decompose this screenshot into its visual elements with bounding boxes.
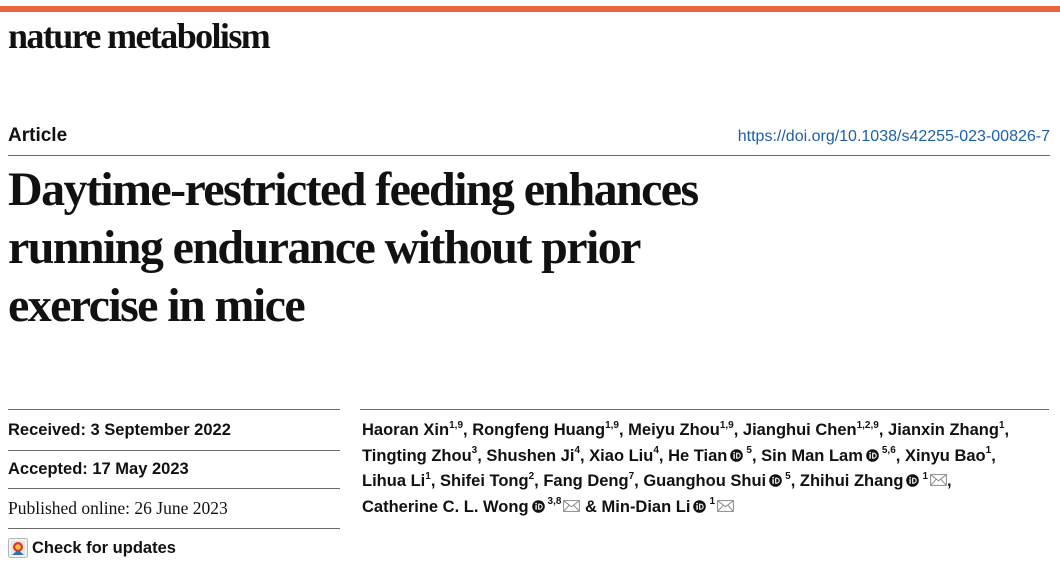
author-name: Tingting Zhou: [362, 446, 472, 465]
author-name: Shifei Tong: [439, 472, 529, 490]
title-line: running endurance without prior: [8, 221, 641, 274]
affiliation-marker: 1: [985, 445, 992, 456]
author[interactable]: Guanghou Shui 5: [643, 470, 791, 490]
author[interactable]: Meiyu Zhou1,9: [628, 419, 734, 439]
author-name: Xiao Liu: [589, 446, 654, 465]
article-title: Daytime-restricted feeding enhances runn…: [8, 161, 1048, 335]
doi-link[interactable]: https://doi.org/10.1038/s42255-023-00826…: [737, 128, 1050, 145]
author[interactable]: Tingting Zhou3: [362, 445, 478, 465]
article-type: Article: [8, 125, 68, 146]
author-list: Haoran Xin1,9, Rongfeng Huang1,9, Meiyu …: [362, 419, 1010, 516]
affiliation-marker: 1,9: [449, 419, 464, 431]
affiliation-marker: 1,9: [719, 419, 734, 431]
author-name: Rongfeng Huang: [472, 421, 606, 439]
affiliation-marker: 4: [653, 445, 659, 456]
affiliation-marker: 2: [528, 470, 535, 482]
author[interactable]: Shushen Ji4: [486, 445, 580, 465]
affiliation-marker: 5: [785, 470, 791, 482]
affiliation-marker: 5,6: [881, 445, 896, 456]
journal-logo[interactable]: nature metabolism: [8, 16, 271, 56]
received-date: Received: 3 September 2022: [8, 421, 231, 439]
affiliation-marker: 1,9: [605, 419, 619, 431]
affiliation-marker: 1: [922, 470, 928, 482]
accepted-date: Accepted: 17 May 2023: [8, 460, 189, 478]
check-for-updates-label: Check for updates: [32, 539, 176, 557]
affiliation-marker: 1: [709, 496, 715, 507]
orcid-icon[interactable]: [531, 499, 545, 513]
check-for-updates-button[interactable]: Check for updates: [8, 537, 176, 559]
author-name: Guanghou Shui: [643, 472, 767, 490]
author-name: Meiyu Zhou: [628, 421, 720, 439]
orcid-icon[interactable]: [866, 448, 879, 462]
author[interactable]: Lihua Li1: [362, 470, 431, 490]
affiliation-marker: 1,2,9: [856, 419, 879, 431]
affiliation-marker: 7: [628, 470, 635, 482]
orcid-icon[interactable]: [769, 474, 782, 487]
author[interactable]: He Tian 5: [668, 445, 752, 465]
orcid-icon[interactable]: [730, 448, 744, 462]
author[interactable]: Haoran Xin1,9: [362, 419, 464, 439]
mail-icon[interactable]: [930, 474, 947, 486]
author[interactable]: & Min-Dian Li 1: [585, 496, 734, 516]
author-name: He Tian: [668, 446, 728, 465]
header-divider: [8, 155, 1050, 156]
author-name: Jianxin Zhang: [888, 421, 999, 439]
affiliation-marker: 4: [574, 445, 580, 456]
title-line: exercise in mice: [8, 279, 306, 332]
author[interactable]: Rongfeng Huang1,9: [472, 419, 619, 439]
author-name: Shushen Ji: [486, 446, 575, 465]
check-for-updates-icon: [8, 538, 28, 558]
dates-divider: [8, 450, 340, 451]
title-line: Daytime-restricted feeding enhances: [8, 163, 699, 216]
dates-divider: [8, 488, 340, 489]
dates-divider: [8, 528, 340, 529]
affiliation-marker: 3: [471, 445, 478, 456]
mail-icon[interactable]: [563, 499, 581, 512]
author[interactable]: Sin Man Lam 5,6: [761, 445, 896, 465]
author[interactable]: Xinyu Bao1: [904, 445, 992, 465]
author-name: Zhihui Zhang: [799, 472, 904, 490]
author[interactable]: Zhihui Zhang 1: [799, 470, 947, 490]
author-name: Fang Deng: [543, 472, 629, 490]
author[interactable]: Catherine C. L. Wong 3,8: [362, 496, 581, 516]
affiliation-marker: 1: [425, 470, 431, 482]
orcid-icon[interactable]: [906, 474, 920, 487]
author[interactable]: Shifei Tong2: [439, 470, 535, 490]
author-name: Catherine C. L. Wong: [362, 497, 529, 516]
journal-accent-bar: [0, 6, 1060, 12]
author-name: Sin Man Lam: [761, 446, 863, 465]
author-name: Haoran Xin: [362, 421, 450, 439]
affiliation-marker: 1: [998, 419, 1005, 431]
author[interactable]: Fang Deng7: [543, 470, 635, 490]
affiliation-marker: 5: [746, 445, 752, 456]
author-name: Xinyu Bao: [904, 446, 986, 465]
author-name: Min-Dian Li: [601, 497, 691, 516]
author[interactable]: Jianghui Chen1,2,9: [742, 419, 879, 439]
authors-divider: [360, 409, 1049, 410]
mail-icon[interactable]: [717, 499, 734, 512]
author-name: Jianghui Chen: [742, 421, 857, 439]
author[interactable]: Xiao Liu4: [589, 445, 659, 465]
affiliation-marker: 3,8: [547, 496, 562, 507]
published-date: Published online: 26 June 2023: [8, 498, 228, 518]
orcid-icon[interactable]: [693, 499, 707, 513]
author-name: Lihua Li: [362, 472, 426, 490]
author[interactable]: Jianxin Zhang1: [888, 419, 1005, 439]
dates-divider: [8, 409, 340, 410]
